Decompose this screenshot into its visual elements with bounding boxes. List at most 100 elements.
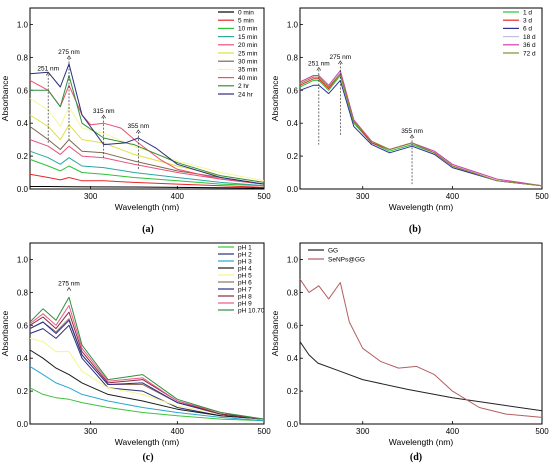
annotation-arrow-icon <box>45 71 51 76</box>
annotation-label: 355 nm <box>401 128 423 135</box>
series-line-ph-9 <box>29 305 265 420</box>
legend-entry: 5 min <box>238 18 254 25</box>
legend-entry: 1 d <box>523 9 532 16</box>
legend-entry: pH 1 <box>238 244 252 251</box>
legend-entry: 0 min <box>238 9 254 16</box>
annotation-label: 355 nm <box>127 123 149 130</box>
legend-entry: pH 6 <box>238 279 252 286</box>
y-tick-label: 1.0 <box>287 20 299 29</box>
y-axis-label: Absorbance <box>0 76 10 122</box>
y-tick-label: 0.4 <box>287 354 299 363</box>
y-axis-label: Absorbance <box>0 311 10 357</box>
legend-entry: 30 min <box>238 59 258 66</box>
annotation-arrow-icon <box>316 66 322 71</box>
x-axis-label: Wavelength (nm) <box>115 437 180 447</box>
x-tick-label: 500 <box>257 192 271 201</box>
y-tick-label: 0.0 <box>287 185 299 194</box>
legend-entry: 36 d <box>523 42 536 49</box>
x-tick-label: 300 <box>84 427 98 436</box>
x-tick-label: 400 <box>446 192 460 201</box>
y-tick-label: 0.4 <box>17 119 29 128</box>
legend-entry: 18 d <box>523 34 536 41</box>
chart-panel-1: 0.0 0.2 0.4 0.6 0.8 1.0 300 400 500 Wavelength (n… <box>0 7 271 235</box>
x-tick-label: 400 <box>171 192 185 201</box>
y-tick-label: 0.2 <box>287 152 299 161</box>
y-tick-label: 0.4 <box>287 119 299 128</box>
series-line-20-min <box>29 139 265 185</box>
legend-entry: GG <box>328 247 338 254</box>
series-line-senps-gg <box>299 278 543 418</box>
series-line-ph-6 <box>29 318 265 420</box>
legend-entry: 3 d <box>523 18 532 25</box>
annotation-label: 275 nm <box>58 49 80 56</box>
y-tick-label: 0.0 <box>17 185 29 194</box>
x-tick-label: 300 <box>356 427 370 436</box>
legend-entry: pH 9 <box>238 300 252 307</box>
x-tick-label: 400 <box>446 427 460 436</box>
legend-entry: 2 hr <box>238 83 250 90</box>
y-tick-label: 0.2 <box>17 152 29 161</box>
series-line-ph-2 <box>29 324 265 420</box>
y-tick-label: 1.0 <box>17 20 29 29</box>
annotation-arrow-icon <box>136 129 141 134</box>
series-line-15-min <box>29 150 265 187</box>
legend-entry: pH 4 <box>238 265 252 272</box>
y-axis-label: Absorbance <box>270 311 280 357</box>
plot-frame <box>29 242 265 425</box>
legend-entry: 35 min <box>238 67 258 74</box>
y-axis-label: Absorbance <box>270 76 280 122</box>
series-line-ph-10-70 <box>29 296 265 420</box>
legend-entry: pH 3 <box>238 258 252 265</box>
y-tick-label: 0.8 <box>287 288 299 297</box>
legend-entry: 15 min <box>238 34 258 41</box>
panel-label: (d) <box>410 452 422 463</box>
series-line-ph-3 <box>29 365 265 422</box>
y-tick-label: 0.4 <box>17 354 29 363</box>
x-tick-label: 500 <box>257 427 271 436</box>
series-line-5-min <box>29 173 265 188</box>
x-tick-label: 500 <box>535 427 549 436</box>
legend-entry: pH 8 <box>238 293 252 300</box>
legend-entry: pH 10.70 <box>238 307 265 314</box>
legend-entry: 40 min <box>238 75 258 82</box>
panel-label: (c) <box>142 452 153 463</box>
legend-entry: pH 2 <box>238 251 252 258</box>
annotation-arrow-icon <box>409 134 415 139</box>
x-axis-label: Wavelength (nm) <box>115 202 180 212</box>
series-line-ph-1 <box>29 387 265 422</box>
y-tick-label: 0.0 <box>287 420 299 429</box>
legend-entry: 25 min <box>238 50 258 57</box>
annotation-label: 251 nm <box>37 65 59 72</box>
x-tick-label: 300 <box>84 192 98 201</box>
y-tick-label: 0.8 <box>287 53 299 62</box>
plot-frame <box>299 242 543 425</box>
plot-frame <box>29 7 265 190</box>
y-tick-label: 0.6 <box>287 86 299 95</box>
x-axis-label: Wavelength (nm) <box>389 202 454 212</box>
legend-entry: 20 min <box>238 42 258 49</box>
chart-panel-3: 0.0 0.2 0.4 0.6 0.8 1.0 300 400 500 Wavelength (n… <box>0 242 271 463</box>
annotation-arrow-icon <box>101 114 106 119</box>
legend-entry: pH 7 <box>238 286 252 293</box>
y-tick-label: 0.0 <box>17 420 29 429</box>
series-line-ph-5 <box>29 337 265 420</box>
legend-entry: 72 d <box>523 50 536 57</box>
plot-frame <box>299 7 543 190</box>
series-line-gg <box>299 341 543 412</box>
series-line-30-min <box>29 126 265 185</box>
x-tick-label: 500 <box>535 192 549 201</box>
legend-entry: 24 hr <box>238 91 254 98</box>
series-line-ph-8 <box>29 311 265 420</box>
annotation-label: 251 nm <box>308 60 330 67</box>
series-line-ph-4 <box>29 349 265 420</box>
legend-entry: SeNPs@GG <box>328 256 365 263</box>
chart-panel-2: 0.0 0.2 0.4 0.6 0.8 1.0 300 400 500 Wavelength (n… <box>270 7 549 235</box>
annotation-arrow-icon <box>66 287 72 291</box>
panel-label: (b) <box>409 224 421 235</box>
annotation-arrow-icon <box>66 55 72 60</box>
y-tick-label: 0.2 <box>17 387 29 396</box>
annotation-arrow-icon <box>338 60 343 65</box>
y-tick-label: 0.8 <box>17 288 29 297</box>
series-line-24-hr <box>29 63 265 185</box>
